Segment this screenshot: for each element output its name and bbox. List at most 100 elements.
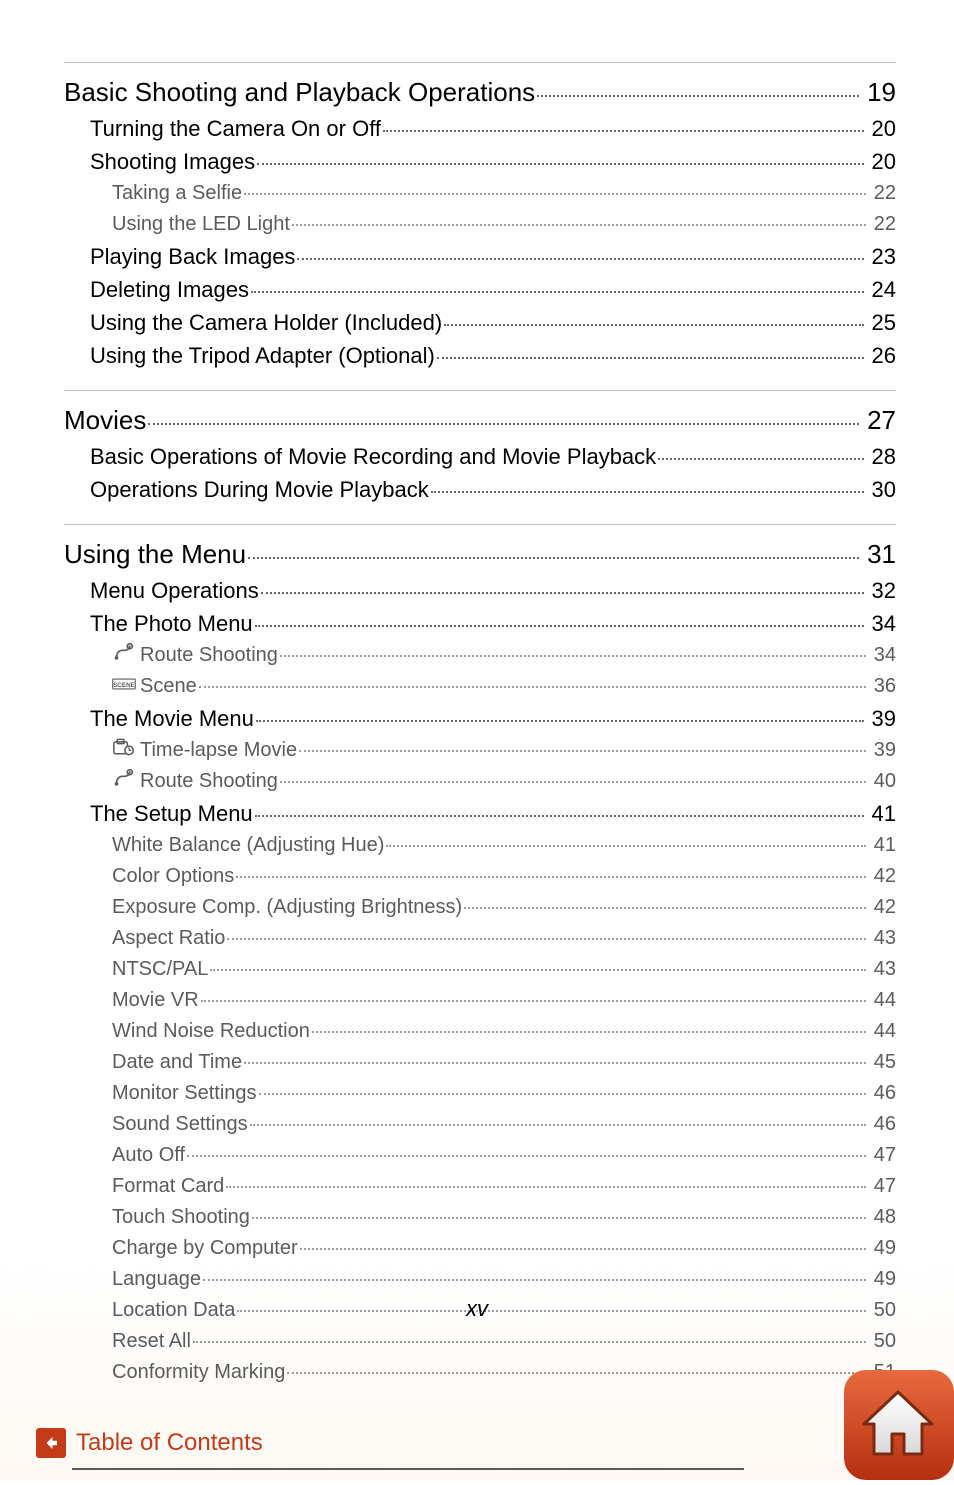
toc-entry-title: Sound Settings — [112, 1109, 248, 1140]
toc-entry-row[interactable]: Touch Shooting48 — [112, 1202, 896, 1233]
section-divider — [64, 524, 896, 525]
toc-entry-title: Basic Operations of Movie Recording and … — [90, 440, 656, 473]
toc-section-title: Using the Menu — [64, 535, 246, 574]
leader-dots — [278, 767, 868, 787]
toc-entry-page: 30 — [866, 473, 896, 506]
toc-entry-title: Playing Back Images — [90, 240, 295, 273]
toc-entry-title: Reset All — [112, 1326, 191, 1357]
leader-dots — [462, 893, 868, 913]
leader-dots — [185, 1141, 868, 1161]
toc-section-title: Movies — [64, 401, 146, 440]
leader-dots — [381, 114, 865, 136]
toc-entry-title: Route Shooting — [140, 766, 278, 797]
toc-entry-title: Time-lapse Movie — [140, 735, 297, 766]
leader-dots — [259, 576, 866, 598]
toc-entry-title: Deleting Images — [90, 273, 249, 306]
toc-entry-row[interactable]: Route Shooting34 — [112, 640, 896, 671]
toc-entry-row[interactable]: Operations During Movie Playback30 — [90, 473, 896, 506]
toc-entry-row[interactable]: White Balance (Adjusting Hue)41 — [112, 830, 896, 861]
home-button[interactable] — [834, 1360, 954, 1480]
toc-entry-page: 47 — [868, 1171, 896, 1202]
toc-entry-title: Using the LED Light — [112, 209, 290, 240]
leader-dots — [225, 924, 867, 944]
toc-section-row[interactable]: Movies27 — [64, 401, 896, 440]
toc-entry-row[interactable]: Format Card 47 — [112, 1171, 896, 1202]
toc-entry-row[interactable]: Taking a Selfie22 — [112, 178, 896, 209]
toc-entry-row[interactable]: Using the LED Light 22 — [112, 209, 896, 240]
toc-entry-title: Charge by Computer — [112, 1233, 298, 1264]
toc-entry-page: 43 — [868, 954, 896, 985]
toc-section-row[interactable]: Using the Menu31 — [64, 535, 896, 574]
back-arrow-icon — [36, 1428, 66, 1458]
toc-entry-page: 41 — [868, 830, 896, 861]
toc-entry-row[interactable]: Playing Back Images 23 — [90, 240, 896, 273]
toc-entry-row[interactable]: Shooting Images20 — [90, 145, 896, 178]
leader-dots — [253, 799, 866, 821]
toc-entry-row[interactable]: Charge by Computer49 — [112, 1233, 896, 1264]
toc-entry-page: 28 — [866, 440, 896, 473]
toc-entry-page: 46 — [868, 1078, 896, 1109]
toc-entry-page: 23 — [866, 240, 896, 273]
toc-entry-row[interactable]: Deleting Images24 — [90, 273, 896, 306]
footer-rule — [72, 1468, 744, 1470]
toc-entry-row[interactable]: Route Shooting 40 — [112, 766, 896, 797]
toc-back-link[interactable]: Table of Contents — [36, 1428, 263, 1464]
leader-dots — [234, 862, 867, 882]
toc-entry-page: 50 — [868, 1326, 896, 1357]
timelapse-icon — [112, 738, 136, 756]
toc-entry-row[interactable]: Menu Operations32 — [90, 574, 896, 607]
toc-section-row[interactable]: Basic Shooting and Playback Operations19 — [64, 73, 896, 112]
leader-dots — [249, 275, 866, 297]
toc-entry-row[interactable]: Sound Settings46 — [112, 1109, 896, 1140]
toc-entry-row[interactable]: Reset All 50 — [112, 1326, 896, 1357]
toc-entry-page: 48 — [868, 1202, 896, 1233]
section-divider — [64, 62, 896, 63]
toc-entry-page: 43 — [868, 923, 896, 954]
toc-entry-page: 26 — [866, 339, 896, 372]
leader-dots — [146, 403, 861, 429]
toc-entry-row[interactable]: The Movie Menu39 — [90, 702, 896, 735]
toc-entry-row[interactable]: The Photo Menu34 — [90, 607, 896, 640]
svg-text:SCENE: SCENE — [113, 682, 135, 689]
toc-entry-row[interactable]: Date and Time45 — [112, 1047, 896, 1078]
toc-entry-title: Exposure Comp. (Adjusting Brightness) — [112, 892, 462, 923]
leader-dots — [208, 955, 867, 975]
toc-entry-row[interactable]: Conformity Marking51 — [112, 1357, 896, 1388]
leader-dots — [442, 308, 865, 330]
toc-entry-title: Conformity Marking — [112, 1357, 285, 1388]
toc-entry-row[interactable]: The Setup Menu41 — [90, 797, 896, 830]
toc-entry-row[interactable]: Auto Off47 — [112, 1140, 896, 1171]
toc-entry-row[interactable]: Monitor Settings 46 — [112, 1078, 896, 1109]
toc-entry-row[interactable]: NTSC/PAL43 — [112, 954, 896, 985]
leader-dots — [290, 210, 868, 230]
toc-entry-row[interactable]: Basic Operations of Movie Recording and … — [90, 440, 896, 473]
toc-entry-row[interactable]: Color Options42 — [112, 861, 896, 892]
toc-entry-title: Taking a Selfie — [112, 178, 242, 209]
toc-entry-row[interactable]: Wind Noise Reduction44 — [112, 1016, 896, 1047]
toc-entry-row[interactable]: Time-lapse Movie39 — [112, 735, 896, 766]
toc-entry-row[interactable]: SCENEScene36 — [112, 671, 896, 702]
toc-entry-row[interactable]: Exposure Comp. (Adjusting Brightness)42 — [112, 892, 896, 923]
toc-entry-title: The Movie Menu — [90, 702, 254, 735]
toc-entry-row[interactable]: Using the Camera Holder (Included)25 — [90, 306, 896, 339]
toc-entry-row[interactable]: Aspect Ratio43 — [112, 923, 896, 954]
leader-dots — [285, 1358, 867, 1378]
toc-entry-page: 49 — [868, 1264, 896, 1295]
toc-entry-title: Using the Tripod Adapter (Optional) — [90, 339, 435, 372]
leader-dots — [298, 1234, 868, 1254]
toc-entry-page: 40 — [868, 766, 896, 797]
toc-entry-title: Turning the Camera On or Off — [90, 112, 381, 145]
leader-dots — [435, 341, 866, 363]
toc-entry-page: 22 — [868, 209, 896, 240]
leader-dots — [201, 1265, 868, 1285]
toc-entry-title: Auto Off — [112, 1140, 185, 1171]
toc-entry-row[interactable]: Using the Tripod Adapter (Optional) 26 — [90, 339, 896, 372]
leader-dots — [278, 641, 868, 661]
toc-entry-row[interactable]: Turning the Camera On or Off20 — [90, 112, 896, 145]
toc-entry-title: Monitor Settings — [112, 1078, 257, 1109]
leader-dots — [310, 1017, 868, 1037]
leader-dots — [535, 75, 861, 101]
toc-entry-row[interactable]: Language49 — [112, 1264, 896, 1295]
toc-entry-row[interactable]: Movie VR44 — [112, 985, 896, 1016]
toc-entry-title: Format Card — [112, 1171, 224, 1202]
